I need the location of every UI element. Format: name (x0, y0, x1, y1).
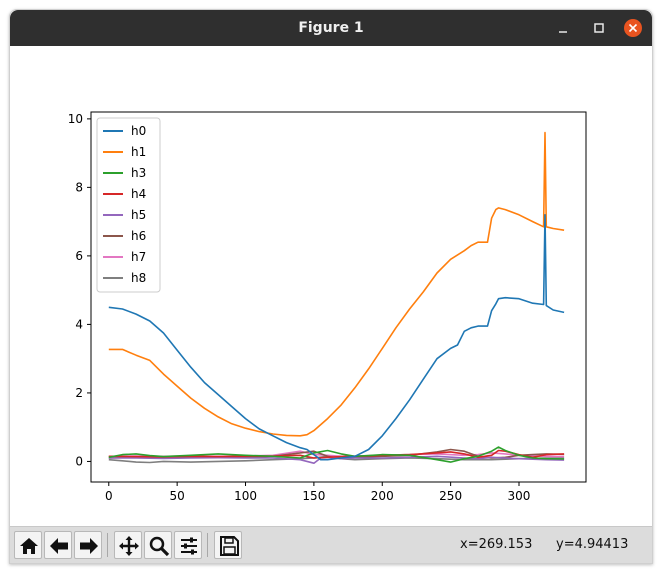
series-lines (108, 131, 565, 465)
x-tick-label: 200 (371, 489, 394, 503)
y-tick-label: 4 (75, 317, 83, 331)
navigation-toolbar: x=269.153 y=4.94413 (10, 526, 652, 563)
legend: h0 h1 h3 h4 h5 h6 h7 h8 (96, 117, 161, 293)
y-tick-label: 0 (75, 454, 83, 468)
cursor-y-readout: y=4.94413 (556, 537, 629, 552)
axes-frame (90, 111, 587, 483)
x-tick-label: 250 (439, 489, 462, 503)
home-button[interactable] (14, 531, 42, 559)
back-arrow-icon (50, 538, 68, 554)
x-tick-label: 300 (508, 489, 531, 503)
maximize-icon (594, 23, 604, 33)
x-tick-label: 50 (170, 489, 185, 503)
y-tick-label: 10 (68, 112, 83, 126)
maximize-button[interactable] (589, 18, 609, 38)
x-tick-label: 150 (302, 489, 325, 503)
toolbar-separator (107, 533, 108, 557)
legend-label-h7: h7 (131, 250, 146, 264)
legend-label-h8: h8 (131, 271, 146, 285)
x-axis-ticks: 0 50 100 150 200 250 300 (105, 482, 530, 503)
save-button[interactable] (214, 531, 242, 559)
cursor-x-readout: x=269.153 (460, 537, 533, 552)
legend-label-h4: h4 (131, 187, 146, 201)
legend-label-h6: h6 (131, 229, 146, 243)
legend-label-h5: h5 (131, 208, 146, 222)
pan-icon (119, 536, 139, 556)
y-axis-ticks: 0 2 4 6 8 10 (68, 112, 91, 468)
window-title: Figure 1 (298, 20, 364, 36)
y-tick-label: 6 (75, 249, 83, 263)
home-icon (20, 538, 38, 554)
toolbar-separator (207, 533, 208, 557)
configure-subplots-icon (181, 537, 197, 555)
pan-button[interactable] (114, 531, 142, 559)
x-tick-label: 100 (234, 489, 257, 503)
forward-arrow-icon (80, 538, 98, 554)
save-icon (220, 536, 239, 556)
figure-window: Figure 1 0 50 100 150 200 250 300 0 2 4 6 8 10 h0 h1… (9, 9, 653, 564)
legend-label-h1: h1 (131, 145, 146, 159)
zoom-button[interactable] (144, 531, 172, 559)
series-line-h0 (108, 214, 565, 461)
y-tick-label: 2 (75, 386, 83, 400)
zoom-icon (149, 536, 170, 557)
forward-button[interactable] (74, 531, 102, 559)
legend-box (96, 117, 161, 293)
legend-label-h3: h3 (131, 166, 146, 180)
close-icon (628, 23, 638, 33)
title-bar[interactable]: Figure 1 (10, 10, 652, 46)
legend-label-h0: h0 (131, 124, 146, 138)
figure-canvas[interactable]: 0 50 100 150 200 250 300 0 2 4 6 8 10 h0 h1 h3 h4 h5 h6 h… (10, 46, 652, 526)
minimize-button[interactable] (553, 18, 573, 38)
back-button[interactable] (44, 531, 72, 559)
configure-subplots-button[interactable] (174, 531, 202, 559)
y-tick-label: 8 (75, 180, 83, 194)
series-line-h3 (108, 446, 565, 463)
series-line-h1 (108, 131, 565, 437)
minimize-icon (559, 31, 567, 33)
x-tick-label: 0 (105, 489, 113, 503)
close-button[interactable] (623, 18, 643, 38)
